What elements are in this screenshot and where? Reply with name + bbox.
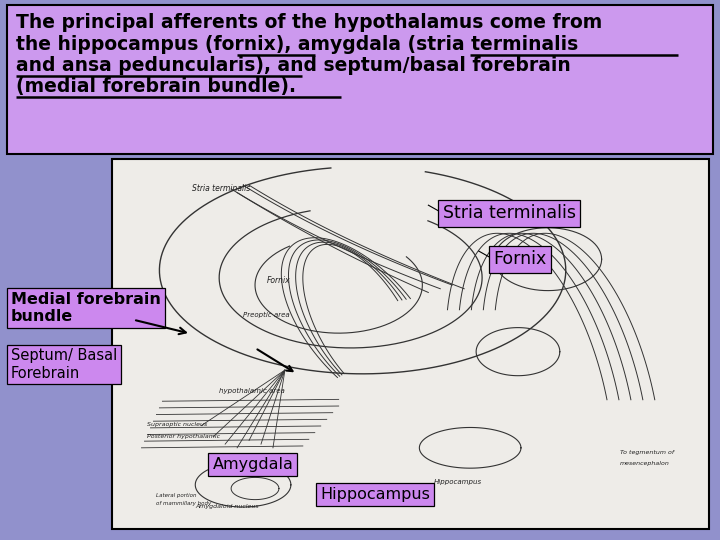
Text: Fornix: Fornix: [267, 276, 291, 285]
Text: Supraoptic nucleus: Supraoptic nucleus: [148, 422, 207, 428]
Text: and ansa peduncularis), and septum/basal forebrain: and ansa peduncularis), and septum/basal…: [16, 56, 570, 75]
Text: Medial forebrain
bundle: Medial forebrain bundle: [11, 292, 161, 324]
Text: mesencephalon: mesencephalon: [619, 461, 670, 467]
Text: hypothalamic area: hypothalamic area: [219, 388, 285, 394]
Text: (medial forebrain bundle).: (medial forebrain bundle).: [16, 77, 296, 96]
Text: The principal afferents of the hypothalamus come from: The principal afferents of the hypothala…: [16, 14, 602, 32]
Text: Posterior hypothalamic: Posterior hypothalamic: [148, 434, 220, 438]
Text: Lateral portion: Lateral portion: [156, 493, 197, 498]
Text: the hippocampus (fornix), amygdala (stria terminalis: the hippocampus (fornix), amygdala (stri…: [16, 35, 578, 53]
Text: Hippocampus: Hippocampus: [434, 479, 482, 485]
Text: Hippocampus: Hippocampus: [320, 487, 431, 502]
Text: Amygdala: Amygdala: [212, 457, 293, 472]
Text: To tegmentum of: To tegmentum of: [619, 450, 674, 455]
Text: Stria terminalis: Stria terminalis: [192, 184, 251, 193]
Text: of mammillary body: of mammillary body: [156, 501, 212, 507]
Text: Preoptic area: Preoptic area: [243, 312, 289, 319]
Text: Fornix: Fornix: [493, 250, 546, 268]
FancyBboxPatch shape: [7, 5, 713, 154]
Text: Amygdaloid nucleus: Amygdaloid nucleus: [195, 504, 259, 509]
Text: Septum/ Basal
Forebrain: Septum/ Basal Forebrain: [11, 348, 117, 381]
FancyBboxPatch shape: [112, 159, 709, 529]
Text: Stria terminalis: Stria terminalis: [443, 204, 576, 222]
